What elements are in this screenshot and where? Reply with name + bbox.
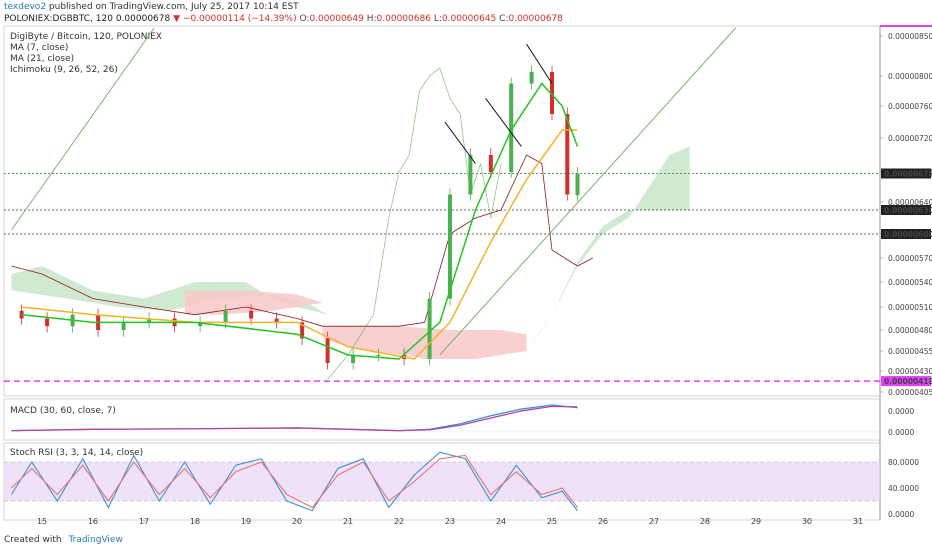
close-label: C: xyxy=(499,14,509,24)
trendline xyxy=(10,27,155,231)
legend-ma21[interactable]: MA (21, close) xyxy=(10,54,75,64)
ma21-line xyxy=(21,129,578,360)
candle-body xyxy=(249,310,254,319)
drawn-line xyxy=(485,98,522,147)
open-label: O: xyxy=(299,14,310,24)
drawn-line xyxy=(444,121,476,164)
low-label: L: xyxy=(433,14,442,24)
publish-info: published on TradingView.com, July 25, 2… xyxy=(46,2,299,12)
y-tick-label: 0.00000720 xyxy=(888,134,932,143)
pane-border-1 xyxy=(3,398,881,441)
macd-y-tick: 0.0000 xyxy=(888,428,914,437)
stoch-rsi-series-1 xyxy=(11,454,578,509)
price-change: −0.00000114 (−14.39%) xyxy=(182,14,297,24)
y-tick-label: 0.00000430 xyxy=(888,367,932,376)
y-tick-label: 0.00000850 xyxy=(888,32,932,41)
price-label-text: 0.00000630 xyxy=(884,206,932,215)
candle-body xyxy=(565,114,570,195)
rsi-y-tick: 40.0000 xyxy=(888,484,919,493)
author-name[interactable]: texdevo2 xyxy=(4,2,47,12)
rsi-y-tick: 0.0000 xyxy=(888,510,914,519)
candle-body xyxy=(427,298,432,359)
candle-body xyxy=(448,194,452,299)
candle-body xyxy=(274,318,279,323)
y-tick-label: 0.00000480 xyxy=(888,326,932,335)
y-tick-label: 0.00000640 xyxy=(888,198,932,207)
down-arrow-icon: ▼ xyxy=(173,14,181,24)
y-tick-label: 0.00000800 xyxy=(888,72,932,81)
high-label: H: xyxy=(366,14,377,24)
header-quote-line: POLONIEX:DGBBTC, 120 0.00000678 ▼ −0.000… xyxy=(4,14,563,24)
drawn-line xyxy=(526,43,553,84)
ichimoku-cloud-bear xyxy=(184,290,323,315)
legend-ma7[interactable]: MA (7, close) xyxy=(10,43,69,53)
price-label-box xyxy=(881,229,931,239)
y-tick-label: 0.00000510 xyxy=(888,303,932,312)
footer: Created with TradingView xyxy=(4,535,123,545)
candle-body xyxy=(351,355,356,363)
macd-series-1 xyxy=(11,405,578,432)
high-value: 0.00000686 xyxy=(376,14,431,24)
candle-body xyxy=(121,322,126,330)
ichimoku-cloud-bull xyxy=(11,266,328,315)
legend-ichimoku[interactable]: Ichimoku (9, 26, 52, 26) xyxy=(10,65,118,75)
ichimoku-lagging-span xyxy=(327,67,502,380)
y-tick-label: 0.00000540 xyxy=(888,278,932,287)
candle-body xyxy=(509,83,514,172)
symbol-label: POLONIEX:DGBBTC, 120 xyxy=(4,14,113,24)
price-label-box xyxy=(881,205,931,215)
macd-y-tick: 0.0000 xyxy=(888,407,914,416)
close-value: 0.00000678 xyxy=(508,14,563,24)
low-value: 0.00000645 xyxy=(441,14,497,24)
price-label-box xyxy=(881,376,931,387)
candle-body xyxy=(468,155,473,195)
candle-body xyxy=(45,318,50,327)
stoch-rsi-band xyxy=(4,462,880,501)
ichimoku-cloud-bull-2 xyxy=(526,146,690,351)
price-label-text: 0.00000418 xyxy=(884,377,932,386)
candle-body xyxy=(529,72,534,84)
candle-body xyxy=(550,72,554,114)
candle-body xyxy=(376,355,381,356)
last-price: 0.00000678 xyxy=(115,14,171,24)
y-tick-label: 0.00000405 xyxy=(888,388,932,397)
open-value: 0.00000649 xyxy=(309,14,364,24)
footer-created: Created with xyxy=(4,535,62,545)
price-label-text: 0.00000678 xyxy=(884,170,932,179)
price-label-text: 0.00000600 xyxy=(884,230,932,239)
candle-body xyxy=(575,173,580,196)
y-tick-label: 0.00000455 xyxy=(888,347,932,356)
y-tick-label: 0.00000760 xyxy=(888,102,932,111)
candle-body xyxy=(300,322,305,339)
price-label-box xyxy=(881,168,931,179)
main-legend: DigiByte / Bitcoin, 120, POLONIEX MA (7,… xyxy=(10,32,162,76)
trendline xyxy=(439,27,736,356)
candle-body xyxy=(223,310,228,323)
candle-body xyxy=(198,322,203,327)
candle-body xyxy=(325,338,330,363)
ichimoku-base-line xyxy=(11,154,593,327)
stoch-rsi-series-0 xyxy=(10,451,578,512)
y-tick-label: 0.00000570 xyxy=(888,254,932,263)
ma7-line xyxy=(21,82,579,360)
macd-legend[interactable]: MACD (30, 60, close, 7) xyxy=(10,406,116,416)
tradingview-logo[interactable]: TradingView xyxy=(68,535,123,545)
rsi-y-tick: 80.0000 xyxy=(888,458,919,467)
stoch-rsi-legend[interactable]: Stoch RSI (3, 3, 14, 14, close) xyxy=(10,448,144,458)
header-publish-line: texdevo2 published on TradingView.com, J… xyxy=(4,2,299,12)
legend-symbol[interactable]: DigiByte / Bitcoin, 120, POLONIEX xyxy=(10,32,162,42)
candle-body xyxy=(147,318,152,323)
candle-body xyxy=(488,155,493,172)
